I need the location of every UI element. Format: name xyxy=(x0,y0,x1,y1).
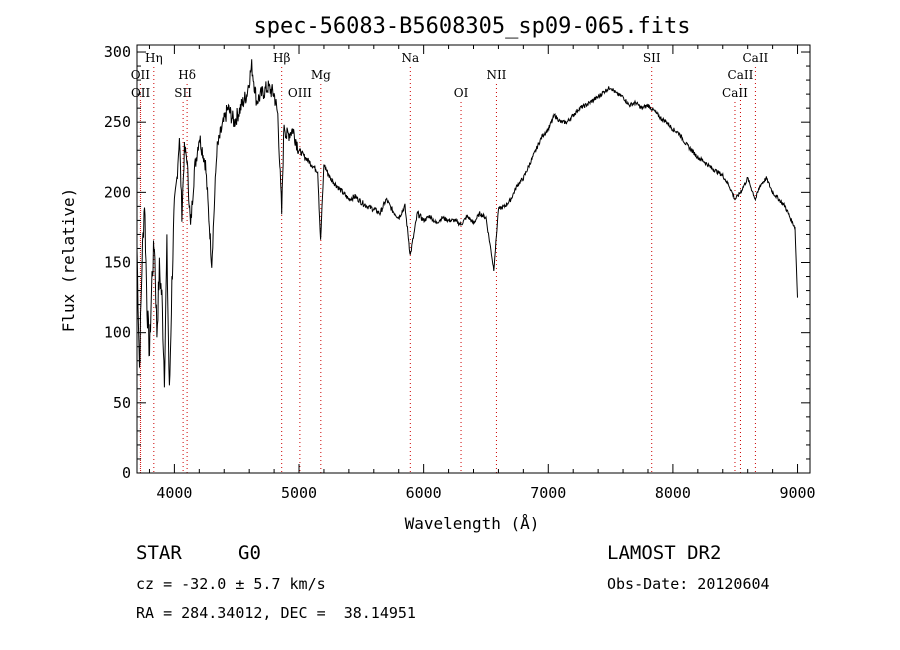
line-marker-label: CaII xyxy=(742,51,768,65)
axes: 4000 5000 6000 7000 8000 9000 0 50 100 150 200 250 3… xyxy=(104,43,816,502)
line-marker-label: Mg xyxy=(311,68,331,82)
observation-date: Obs-Date: 20120604 xyxy=(607,575,770,593)
plot-area xyxy=(136,59,798,388)
survey-name: LAMOST DR2 xyxy=(607,542,722,564)
y-tick-label: 200 xyxy=(104,183,131,201)
x-tick-label: 6000 xyxy=(406,484,442,502)
line-marker-label: OII xyxy=(131,68,151,82)
line-marker-label: CaII xyxy=(728,68,754,82)
object-class: STAR xyxy=(136,542,182,564)
x-tick-label: 5000 xyxy=(281,484,317,502)
x-tick-label: 7000 xyxy=(530,484,566,502)
line-marker-label: OII xyxy=(131,86,151,100)
y-axis-label: Flux (relative) xyxy=(59,188,78,333)
x-axis-label: Wavelength (Å) xyxy=(405,514,540,533)
plot-frame xyxy=(136,44,811,474)
line-marker-label: SII xyxy=(643,51,661,65)
chart-title: spec-56083-B5608305_sp09-065.fits xyxy=(253,14,690,39)
x-tick-label: 9000 xyxy=(779,484,815,502)
redshift-velocity: cz = -32.0 ± 5.7 km/s xyxy=(136,575,326,593)
spectrum-series-line xyxy=(136,59,798,388)
y-tick-label: 0 xyxy=(122,464,131,482)
x-tick-label: 4000 xyxy=(156,484,192,502)
line-marker-label: SII xyxy=(174,86,192,100)
spectrum-chart: spec-56083-B5608305_sp09-065.fits Hη OII O… xyxy=(59,14,816,533)
line-marker-label: Na xyxy=(401,51,419,65)
y-tick-label: 100 xyxy=(104,324,131,342)
line-marker-label: Hη xyxy=(145,51,163,65)
coordinates: RA = 284.34012, DEC = 38.14951 xyxy=(136,604,416,622)
y-tick-label: 300 xyxy=(104,43,131,61)
y-tick-label: 150 xyxy=(104,254,131,272)
object-subclass: G0 xyxy=(238,542,261,564)
line-marker-label: CaII xyxy=(722,86,748,100)
y-tick-label: 50 xyxy=(113,394,131,412)
x-tick-label: 8000 xyxy=(655,484,691,502)
line-markers: Hη OII OII Hδ SII Hβ Mg OIII Na NII OI SII CaII CaII C… xyxy=(131,51,769,473)
line-marker-label: OI xyxy=(454,86,469,100)
line-marker-label: NII xyxy=(486,68,506,82)
line-marker-label: Hβ xyxy=(273,51,290,65)
line-marker-label: Hδ xyxy=(178,68,196,82)
line-marker-label: OIII xyxy=(288,86,312,100)
y-tick-label: 250 xyxy=(104,113,131,131)
